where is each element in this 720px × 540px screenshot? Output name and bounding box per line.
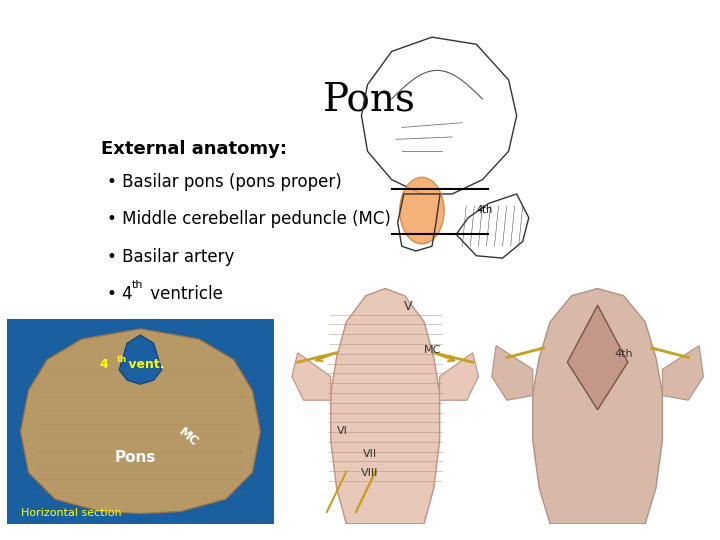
Text: VII: VII bbox=[363, 449, 377, 460]
Text: Pons: Pons bbox=[114, 450, 156, 465]
Text: V: V bbox=[404, 300, 413, 313]
Polygon shape bbox=[21, 329, 261, 514]
Text: Pons: Pons bbox=[323, 82, 415, 118]
Text: VI: VI bbox=[337, 426, 348, 436]
Polygon shape bbox=[292, 353, 330, 400]
Polygon shape bbox=[330, 288, 440, 524]
Text: ventricle: ventricle bbox=[145, 285, 222, 303]
Text: th: th bbox=[117, 355, 127, 364]
Text: • 4: • 4 bbox=[107, 285, 132, 303]
Text: MC: MC bbox=[424, 345, 441, 355]
Text: • Basilar artery: • Basilar artery bbox=[107, 248, 234, 266]
Text: 4th: 4th bbox=[477, 205, 492, 215]
Text: th: th bbox=[132, 280, 143, 290]
Ellipse shape bbox=[400, 177, 444, 244]
Polygon shape bbox=[119, 335, 162, 384]
Text: • Basilar pons (pons proper): • Basilar pons (pons proper) bbox=[107, 173, 341, 191]
Polygon shape bbox=[662, 346, 703, 400]
Text: Horizontal section: Horizontal section bbox=[21, 508, 121, 518]
Text: MC: MC bbox=[176, 425, 201, 449]
Polygon shape bbox=[440, 353, 479, 400]
FancyBboxPatch shape bbox=[7, 319, 274, 524]
Polygon shape bbox=[492, 346, 533, 400]
Text: • Middle cerebellar peduncle (MC): • Middle cerebellar peduncle (MC) bbox=[107, 210, 391, 228]
Text: 4: 4 bbox=[99, 358, 109, 371]
Text: VIII: VIII bbox=[361, 468, 378, 478]
Text: vent.: vent. bbox=[125, 358, 165, 371]
Text: 4th: 4th bbox=[615, 349, 634, 360]
Text: External anatomy:: External anatomy: bbox=[101, 140, 287, 158]
Polygon shape bbox=[533, 288, 662, 524]
Text: • CNN V, VI, VII, VIII: • CNN V, VI, VII, VIII bbox=[107, 322, 270, 341]
Polygon shape bbox=[567, 305, 628, 410]
